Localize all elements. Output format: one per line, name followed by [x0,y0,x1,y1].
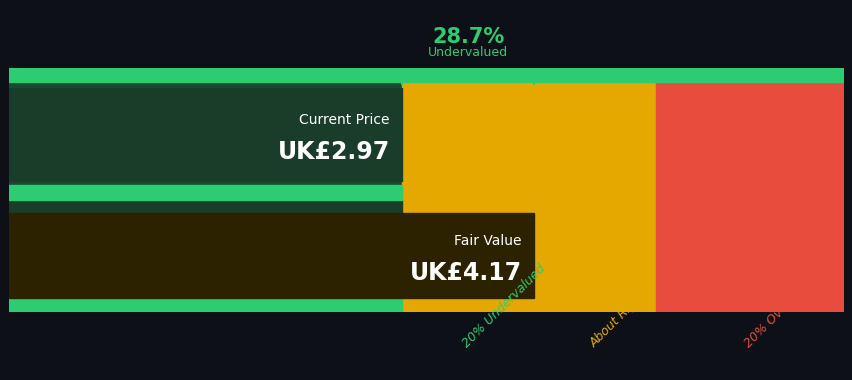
Text: 20% Undervalued: 20% Undervalued [459,262,548,350]
Text: About Right: About Right [586,289,648,350]
Bar [9,200,402,298]
Bar [9,298,402,312]
Text: 20% Overvalued: 20% Overvalued [741,267,824,350]
Bar [9,213,533,298]
Text: Current Price: Current Price [299,113,389,127]
Bar [9,68,843,82]
Text: UK£4.17: UK£4.17 [409,261,521,285]
Text: Undervalued: Undervalued [428,46,508,59]
Text: Fair Value: Fair Value [454,234,521,248]
Text: UK£2.97: UK£2.97 [277,140,389,164]
Text: 28.7%: 28.7% [432,27,504,47]
Bar [402,68,656,312]
Bar [9,88,402,182]
Bar [9,185,402,200]
Bar [656,68,843,312]
Bar [9,68,402,312]
